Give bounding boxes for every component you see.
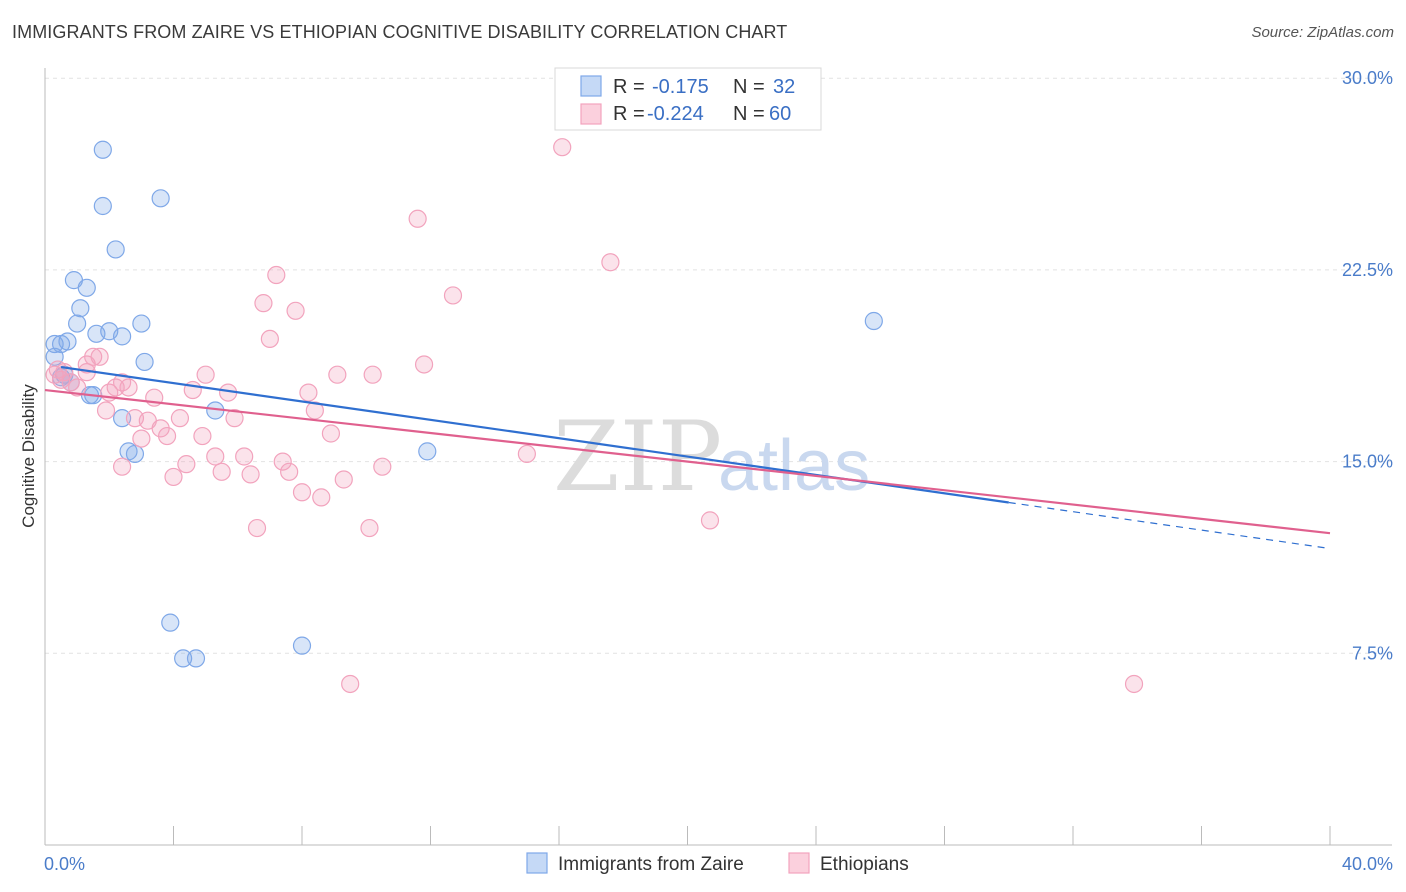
point-ethiopians-39 [280, 462, 299, 481]
bottom-legend-zaire: Immigrants from Zaire [558, 854, 744, 875]
point-ethiopians-29 [212, 462, 231, 481]
point-zaire-4 [58, 332, 77, 351]
point-ethiopians-17 [132, 429, 151, 448]
point-ethiopians-24 [177, 455, 196, 474]
point-ethiopians-5 [68, 378, 87, 397]
point-ethiopians-38 [273, 452, 292, 471]
correlation-legend: R = -0.175 N = 32 R = -0.224 N = 60 [554, 67, 822, 131]
legend-r-label-1: R = [613, 76, 645, 98]
point-zaire-22 [135, 352, 154, 372]
point-zaire-25 [174, 649, 193, 668]
watermark: ZIP atlas [553, 401, 870, 513]
point-zaire-16 [106, 240, 125, 259]
point-zaire-26 [186, 649, 206, 668]
point-ethiopians-51 [373, 457, 392, 476]
point-zaire-20 [125, 444, 145, 464]
y-tick-label-2: 22.5% [1342, 260, 1393, 280]
point-ethiopians-35 [254, 294, 273, 313]
trend-line-ethiopians [44, 388, 1331, 535]
point-ethiopians-33 [241, 465, 260, 484]
point-ethiopians-45 [321, 424, 341, 443]
point-ethiopians-52 [408, 209, 427, 228]
bottom-swatch-ethiopians [788, 852, 810, 874]
series-legend: Immigrants from Zaire Ethiopians [526, 852, 909, 875]
point-ethiopians-46 [328, 365, 347, 384]
grid-lines [45, 77, 1392, 654]
point-ethiopians-41 [292, 483, 312, 502]
x-tick-labels: 0.0% 40.0% [44, 854, 1393, 874]
point-ethiopians-53 [414, 355, 434, 374]
point-zaire-17 [112, 327, 132, 346]
point-zaire-14 [93, 196, 112, 216]
point-zaire-30 [864, 311, 883, 331]
legend-r-label-2: R = [613, 103, 645, 125]
point-zaire-24 [161, 613, 180, 632]
point-ethiopians-44 [312, 488, 331, 507]
point-ethiopians-32 [235, 447, 254, 466]
point-ethiopians-14 [112, 457, 132, 476]
point-ethiopians-49 [360, 518, 379, 538]
x-tick-label-1: 40.0% [1342, 854, 1393, 874]
point-ethiopians-57 [601, 253, 620, 272]
point-zaire-8 [71, 299, 90, 318]
chart-title: IMMIGRANTS FROM ZAIRE VS ETHIOPIAN COGNI… [12, 22, 788, 42]
legend-n-value-2: 60 [769, 103, 791, 125]
bottom-swatch-zaire [526, 852, 548, 874]
legend-n-label-2: N = [733, 103, 765, 125]
point-ethiopians-47 [334, 470, 353, 489]
legend-swatch-zaire [580, 75, 602, 97]
point-zaire-7 [68, 314, 87, 333]
point-ethiopians-31 [225, 409, 244, 428]
legend-swatch-ethiopians [580, 103, 602, 125]
legend-n-value-1: 32 [773, 76, 795, 98]
point-ethiopians-56 [553, 138, 572, 157]
point-ethiopians-59 [1124, 674, 1144, 694]
y-tick-label-1: 15.0% [1342, 452, 1393, 472]
point-zaire-13 [93, 140, 112, 159]
point-ethiopians-8 [84, 347, 103, 366]
point-ethiopians-58 [700, 511, 720, 530]
point-ethiopians-15 [119, 378, 138, 397]
y-tick-labels: 7.5% 15.0% 22.5% 30.0% [1342, 68, 1393, 663]
point-ethiopians-40 [286, 301, 305, 320]
watermark-atlas: atlas [718, 426, 870, 506]
legend-r-value-2: -0.224 [647, 103, 704, 125]
point-ethiopians-54 [443, 286, 463, 305]
point-zaire-9 [77, 278, 96, 297]
source-label: Source: ZipAtlas.com [1251, 24, 1394, 41]
point-ethiopians-43 [305, 401, 324, 420]
point-ethiopians-48 [341, 674, 360, 694]
trend-line-dashed-zaire [1008, 501, 1331, 550]
point-ethiopians-21 [157, 426, 177, 446]
x-tick-label-0: 0.0% [44, 854, 85, 874]
point-ethiopians-26 [193, 426, 212, 446]
point-ethiopians-9 [90, 347, 109, 366]
y-tick-label-3: 30.0% [1342, 68, 1393, 88]
point-zaire-28 [292, 636, 312, 655]
point-ethiopians-50 [363, 365, 382, 384]
point-zaire-29 [418, 442, 437, 461]
point-zaire-18 [112, 409, 132, 428]
y-axis-title: Cognitive Disability [19, 384, 38, 528]
point-ethiopians-27 [196, 365, 215, 384]
axes [44, 68, 1392, 846]
point-ethiopians-34 [247, 518, 267, 538]
point-ethiopians-55 [517, 444, 536, 464]
point-ethiopians-22 [164, 467, 183, 487]
point-ethiopians-10 [96, 401, 116, 420]
point-ethiopians-28 [206, 447, 225, 466]
point-zaire-21 [132, 314, 151, 333]
legend-r-value-1: -0.175 [652, 76, 709, 98]
point-zaire-23 [151, 189, 170, 208]
y-tick-label-0: 7.5% [1352, 643, 1393, 663]
point-ethiopians-36 [260, 329, 279, 349]
point-ethiopians-23 [170, 409, 190, 428]
legend-n-label-1: N = [733, 76, 765, 98]
trend-lines [44, 365, 1331, 550]
point-ethiopians-42 [299, 383, 318, 402]
point-ethiopians-37 [267, 265, 286, 285]
bottom-legend-ethiopians: Ethiopians [820, 854, 909, 875]
